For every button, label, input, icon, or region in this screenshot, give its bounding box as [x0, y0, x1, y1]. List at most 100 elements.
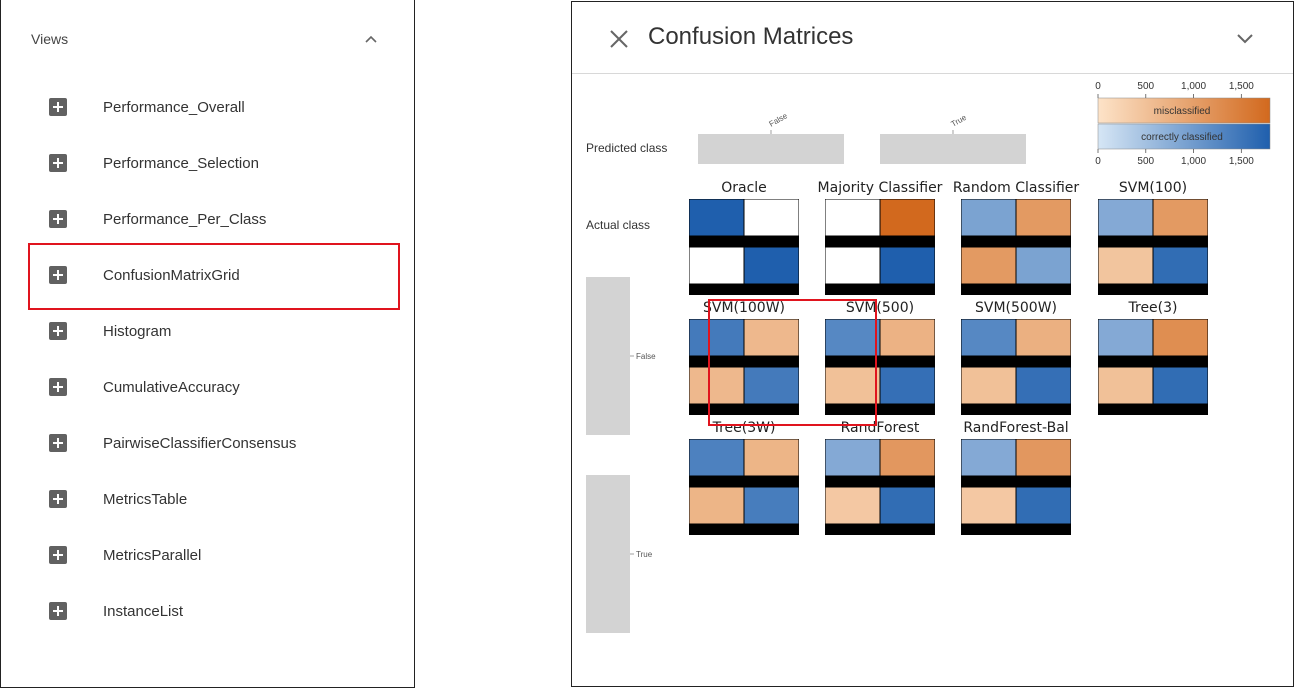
matrix-cell[interactable] — [744, 319, 799, 356]
matrix-cell[interactable] — [880, 247, 935, 284]
plus-box-icon — [49, 490, 67, 508]
legend-misclassified-label: misclassified — [1154, 106, 1211, 117]
confusion-matrix[interactable]: Random Classifier — [953, 180, 1080, 295]
confusion-matrix[interactable]: RandForest — [825, 420, 935, 535]
matrix-title: Tree(3) — [1128, 300, 1178, 316]
legend-tick-label-bottom: 0 — [1095, 156, 1101, 167]
matrix-cell[interactable] — [961, 199, 1016, 236]
predicted-true-label: True — [950, 113, 969, 129]
matrix-cell[interactable] — [1153, 247, 1208, 284]
color-legend: misclassified correctly classified 0 0 500… — [1095, 81, 1271, 167]
view-item-label: MetricsParallel — [103, 547, 202, 564]
matrix-cell[interactable] — [825, 199, 880, 236]
chevron-up-icon[interactable] — [363, 31, 379, 47]
view-item-label: PairwiseClassifierConsensus — [103, 435, 297, 452]
matrix-cell[interactable] — [689, 487, 744, 524]
matrix-title: Majority Classifier — [818, 180, 943, 196]
matrix-cell[interactable] — [1153, 199, 1208, 236]
matrix-cell[interactable] — [825, 319, 880, 356]
matrix-cell[interactable] — [825, 367, 880, 404]
matrix-cell[interactable] — [744, 199, 799, 236]
matrix-cell[interactable] — [1098, 247, 1153, 284]
matrix-title: RandForest — [841, 420, 920, 436]
chevron-down-icon[interactable] — [1234, 27, 1256, 49]
matrix-cell[interactable] — [1016, 439, 1071, 476]
predicted-true-bar[interactable] — [880, 134, 1026, 164]
matrix-cell[interactable] — [880, 367, 935, 404]
confusion-matrix[interactable]: SVM(500) — [825, 300, 935, 415]
matrix-cell[interactable] — [744, 247, 799, 284]
actual-class-label: Actual class — [586, 218, 650, 232]
view-item-histogram[interactable]: Histogram — [49, 320, 389, 344]
actual-false-label: False — [636, 352, 656, 361]
matrix-cell[interactable] — [1016, 199, 1071, 236]
confusion-matrix[interactable]: Majority Classifier — [818, 180, 943, 295]
views-header[interactable]: Views — [31, 29, 381, 51]
matrix-cell[interactable] — [880, 199, 935, 236]
matrix-cell[interactable] — [1098, 319, 1153, 356]
predicted-class-label: Predicted class — [586, 141, 667, 155]
matrix-cell[interactable] — [880, 439, 935, 476]
matrix-cell[interactable] — [1098, 367, 1153, 404]
matrix-cell[interactable] — [1016, 487, 1071, 524]
matrix-cell[interactable] — [744, 439, 799, 476]
plus-box-icon — [49, 546, 67, 564]
correct-gradient-bar — [1097, 123, 1271, 150]
matrix-cell[interactable] — [880, 319, 935, 356]
close-icon[interactable] — [607, 27, 631, 51]
matrix-cell[interactable] — [961, 439, 1016, 476]
matrix-cell[interactable] — [689, 319, 744, 356]
view-item-cumulative-accuracy[interactable]: CumulativeAccuracy — [49, 376, 389, 400]
predicted-false-label: False — [768, 111, 790, 129]
matrix-cell[interactable] — [1098, 199, 1153, 236]
matrix-cell[interactable] — [961, 487, 1016, 524]
matrix-title: Random Classifier — [953, 180, 1080, 196]
matrix-title: Oracle — [721, 180, 767, 196]
matrix-cell[interactable] — [961, 247, 1016, 284]
confusion-matrix[interactable]: SVM(100W) — [689, 300, 799, 415]
matrix-cell[interactable] — [825, 247, 880, 284]
view-item-instance-list[interactable]: InstanceList — [49, 600, 389, 624]
confusion-matrix[interactable]: Tree(3W) — [689, 420, 799, 535]
confusion-matrix[interactable]: Oracle — [689, 180, 799, 295]
matrix-cell[interactable] — [689, 439, 744, 476]
matrix-cell[interactable] — [825, 439, 880, 476]
actual-true-bar[interactable] — [586, 475, 630, 633]
view-item-label: MetricsTable — [103, 491, 188, 508]
panel-title: Confusion Matrices — [648, 23, 854, 50]
matrix-cell[interactable] — [744, 367, 799, 404]
matrix-cell[interactable] — [961, 319, 1016, 356]
matrix-cell[interactable] — [744, 487, 799, 524]
confusion-matrix[interactable]: RandForest-Bal — [961, 420, 1071, 535]
actual-false-bar[interactable] — [586, 277, 630, 435]
confusion-matrix[interactable]: SVM(100) — [1098, 180, 1208, 295]
matrix-cell[interactable] — [1153, 319, 1208, 356]
matrix-cell[interactable] — [1016, 319, 1071, 356]
view-item-confusion-matrix-grid[interactable]: ConfusionMatrixGrid — [49, 264, 389, 288]
views-panel: Views Performance_Overall Performance_Se… — [0, 0, 415, 688]
confusion-matrix[interactable]: SVM(500W) — [961, 300, 1071, 415]
matrix-cell[interactable] — [689, 247, 744, 284]
legend-correct-label: correctly classified — [1141, 132, 1223, 143]
matrix-cell[interactable] — [961, 367, 1016, 404]
view-item-performance-per-class[interactable]: Performance_Per_Class — [49, 208, 389, 232]
legend-tick-label-top: 1,000 — [1181, 81, 1206, 92]
predicted-false-bar[interactable] — [698, 134, 844, 164]
matrix-cell[interactable] — [689, 367, 744, 404]
matrix-cell[interactable] — [880, 487, 935, 524]
view-item-performance-overall[interactable]: Performance_Overall — [49, 96, 389, 120]
matrix-cell[interactable] — [1016, 247, 1071, 284]
view-item-pairwise-classifier-consensus[interactable]: PairwiseClassifierConsensus — [49, 432, 389, 456]
highlight-box — [708, 299, 877, 426]
matrix-cell[interactable] — [825, 487, 880, 524]
view-item-metrics-table[interactable]: MetricsTable — [49, 488, 389, 512]
view-item-label: InstanceList — [103, 603, 184, 620]
matrix-cell[interactable] — [1153, 367, 1208, 404]
confusion-matrix[interactable]: Tree(3) — [1098, 300, 1208, 415]
view-item-label: Histogram — [103, 323, 172, 340]
matrix-cell[interactable] — [689, 199, 744, 236]
view-item-metrics-parallel[interactable]: MetricsParallel — [49, 544, 389, 568]
view-item-performance-selection[interactable]: Performance_Selection — [49, 152, 389, 176]
legend-tick-label-bottom: 1,000 — [1181, 156, 1206, 167]
matrix-cell[interactable] — [1016, 367, 1071, 404]
